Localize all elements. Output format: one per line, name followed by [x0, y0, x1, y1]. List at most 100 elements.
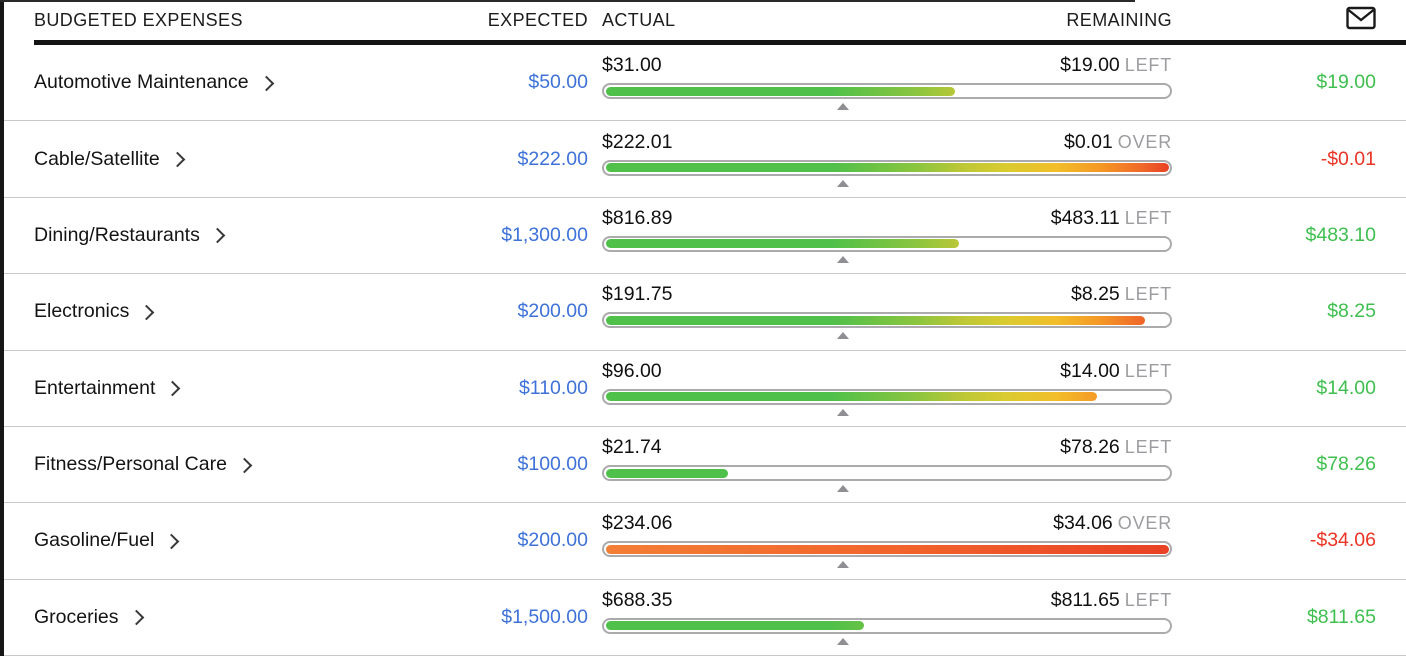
- remaining-amount: -$0.01: [1320, 147, 1376, 170]
- chevron-right-icon: [164, 533, 180, 550]
- progress-bar: [602, 159, 1172, 176]
- day-marker-icon: [837, 332, 850, 340]
- bar-remaining-amount: $483.11 LEFT: [1050, 206, 1172, 229]
- column-header-actual: ACTUAL: [602, 9, 676, 30]
- remaining-amount: $811.65: [1306, 605, 1376, 628]
- bar-remaining-suffix: LEFT: [1124, 207, 1172, 228]
- actual-progress-block: $222.01 $0.01 OVER: [602, 131, 1172, 188]
- progress-bar: [602, 617, 1172, 634]
- actual-progress-block: $234.06 $34.06 OVER: [602, 512, 1172, 569]
- bar-remaining-suffix: LEFT: [1124, 437, 1172, 458]
- day-marker-icon: [837, 408, 850, 416]
- progress-bar: [602, 235, 1172, 252]
- actual-amount: $31.00: [602, 54, 662, 77]
- category-link[interactable]: Electronics: [34, 300, 155, 323]
- category-link[interactable]: Entertainment: [34, 376, 181, 400]
- expected-amount: $200.00: [517, 529, 589, 552]
- progress-bar: [602, 312, 1172, 329]
- bar-remaining-suffix: OVER: [1117, 131, 1172, 152]
- category-label: Entertainment: [34, 376, 156, 399]
- category-link[interactable]: Groceries: [34, 605, 144, 629]
- table-row: Cable/Satellite $222.00 $222.01 $0.01 OVER -$…: [0, 121, 1406, 198]
- day-marker-icon: [837, 179, 850, 187]
- actual-amount: $191.75: [602, 283, 673, 306]
- chevron-right-icon: [236, 457, 253, 473]
- table-row: Groceries $1,500.00 $688.35 $811.65 LEFT $811…: [0, 580, 1406, 656]
- budget-rows: Automotive Maintenance $50.00 $31.00 $19.00…: [0, 45, 1406, 656]
- actual-progress-block: $96.00 $14.00 LEFT: [602, 360, 1172, 417]
- actual-amount: $234.06: [602, 512, 673, 535]
- table-row: Fitness/Personal Care $100.00 $21.74 $78.26…: [0, 427, 1406, 504]
- chevron-right-icon: [169, 151, 186, 168]
- chevron-right-icon: [128, 610, 144, 626]
- progress-fill: [605, 163, 1169, 173]
- category-link[interactable]: Dining/Restaurants: [34, 224, 226, 247]
- window-left-edge: [0, 0, 4, 656]
- day-marker-icon: [837, 561, 850, 569]
- chevron-right-icon: [165, 380, 181, 397]
- remaining-amount: $19.00: [1316, 71, 1376, 94]
- category-label: Cable/Satellite: [34, 147, 160, 170]
- bar-remaining-amount: $78.26 LEFT: [1060, 436, 1172, 459]
- day-marker-icon: [837, 255, 850, 263]
- progress-fill: [605, 86, 955, 96]
- expected-amount: $1,300.00: [501, 223, 588, 246]
- bar-remaining-amount: $19.00 LEFT: [1060, 54, 1172, 77]
- category-label: Groceries: [34, 605, 119, 628]
- expected-amount: $200.00: [517, 300, 589, 323]
- expected-amount: $1,500.00: [501, 605, 588, 628]
- bar-remaining-amount: $8.25 LEFT: [1070, 283, 1172, 306]
- window-top-edge: [0, 0, 1135, 2]
- bar-remaining-amount: $34.06 OVER: [1053, 512, 1172, 535]
- category-label: Electronics: [34, 300, 130, 323]
- progress-fill: [605, 544, 1169, 554]
- table-row: Dining/Restaurants $1,300.00 $816.89 $483.1…: [0, 198, 1406, 275]
- remaining-amount: $14.00: [1316, 376, 1376, 399]
- bar-remaining-amount: $14.00 LEFT: [1060, 359, 1172, 382]
- expected-amount: $50.00: [528, 71, 588, 94]
- header-divider: [34, 40, 1406, 45]
- column-header-budgeted-expenses: BUDGETED EXPENSES: [34, 9, 243, 30]
- bar-remaining-amount: $0.01 OVER: [1063, 130, 1172, 153]
- actual-progress-block: $21.74 $78.26 LEFT: [602, 436, 1172, 493]
- expected-amount: $222.00: [517, 147, 589, 170]
- bar-remaining-suffix: LEFT: [1124, 55, 1172, 76]
- table-row: Electronics $200.00 $191.75 $8.25 LEFT $8.25: [0, 274, 1406, 351]
- day-marker-icon: [837, 485, 850, 493]
- bar-remaining-suffix: LEFT: [1124, 360, 1172, 381]
- progress-fill: [605, 392, 1097, 402]
- progress-fill: [605, 621, 865, 631]
- day-marker-icon: [837, 103, 850, 111]
- actual-amount: $96.00: [602, 359, 662, 382]
- column-header-expected: EXPECTED: [487, 9, 588, 30]
- table-row: Gasoline/Fuel $200.00 $234.06 $34.06 OVER -$3…: [0, 503, 1406, 580]
- progress-bar: [602, 541, 1172, 558]
- category-link[interactable]: Fitness/Personal Care: [34, 453, 253, 476]
- progress-fill: [605, 239, 960, 249]
- actual-amount: $21.74: [602, 436, 662, 459]
- chevron-right-icon: [209, 228, 226, 244]
- remaining-amount: $8.25: [1327, 300, 1376, 323]
- progress-fill: [605, 468, 728, 478]
- actual-progress-block: $191.75 $8.25 LEFT: [602, 283, 1172, 340]
- bar-remaining-suffix: OVER: [1117, 513, 1172, 534]
- progress-fill: [605, 315, 1146, 325]
- actual-amount: $688.35: [602, 588, 673, 611]
- envelope-icon[interactable]: [1346, 6, 1376, 30]
- day-marker-icon: [837, 637, 850, 645]
- table-row: Automotive Maintenance $50.00 $31.00 $19.00…: [0, 45, 1406, 122]
- category-link[interactable]: Automotive Maintenance: [34, 71, 274, 94]
- category-link[interactable]: Cable/Satellite: [34, 147, 186, 171]
- table-header-row: BUDGETED EXPENSES EXPECTED ACTUAL REMAIN…: [0, 0, 1406, 40]
- actual-progress-block: $816.89 $483.11 LEFT: [602, 207, 1172, 264]
- category-link[interactable]: Gasoline/Fuel: [34, 529, 180, 552]
- progress-bar: [602, 388, 1172, 405]
- category-label: Fitness/Personal Care: [34, 453, 227, 476]
- actual-amount: $222.01: [602, 130, 673, 153]
- remaining-amount: -$34.06: [1309, 529, 1376, 552]
- remaining-amount: $78.26: [1316, 453, 1376, 476]
- bar-remaining-amount: $811.65 LEFT: [1050, 588, 1172, 611]
- bar-remaining-suffix: LEFT: [1124, 589, 1172, 610]
- actual-progress-block: $31.00 $19.00 LEFT: [602, 54, 1172, 111]
